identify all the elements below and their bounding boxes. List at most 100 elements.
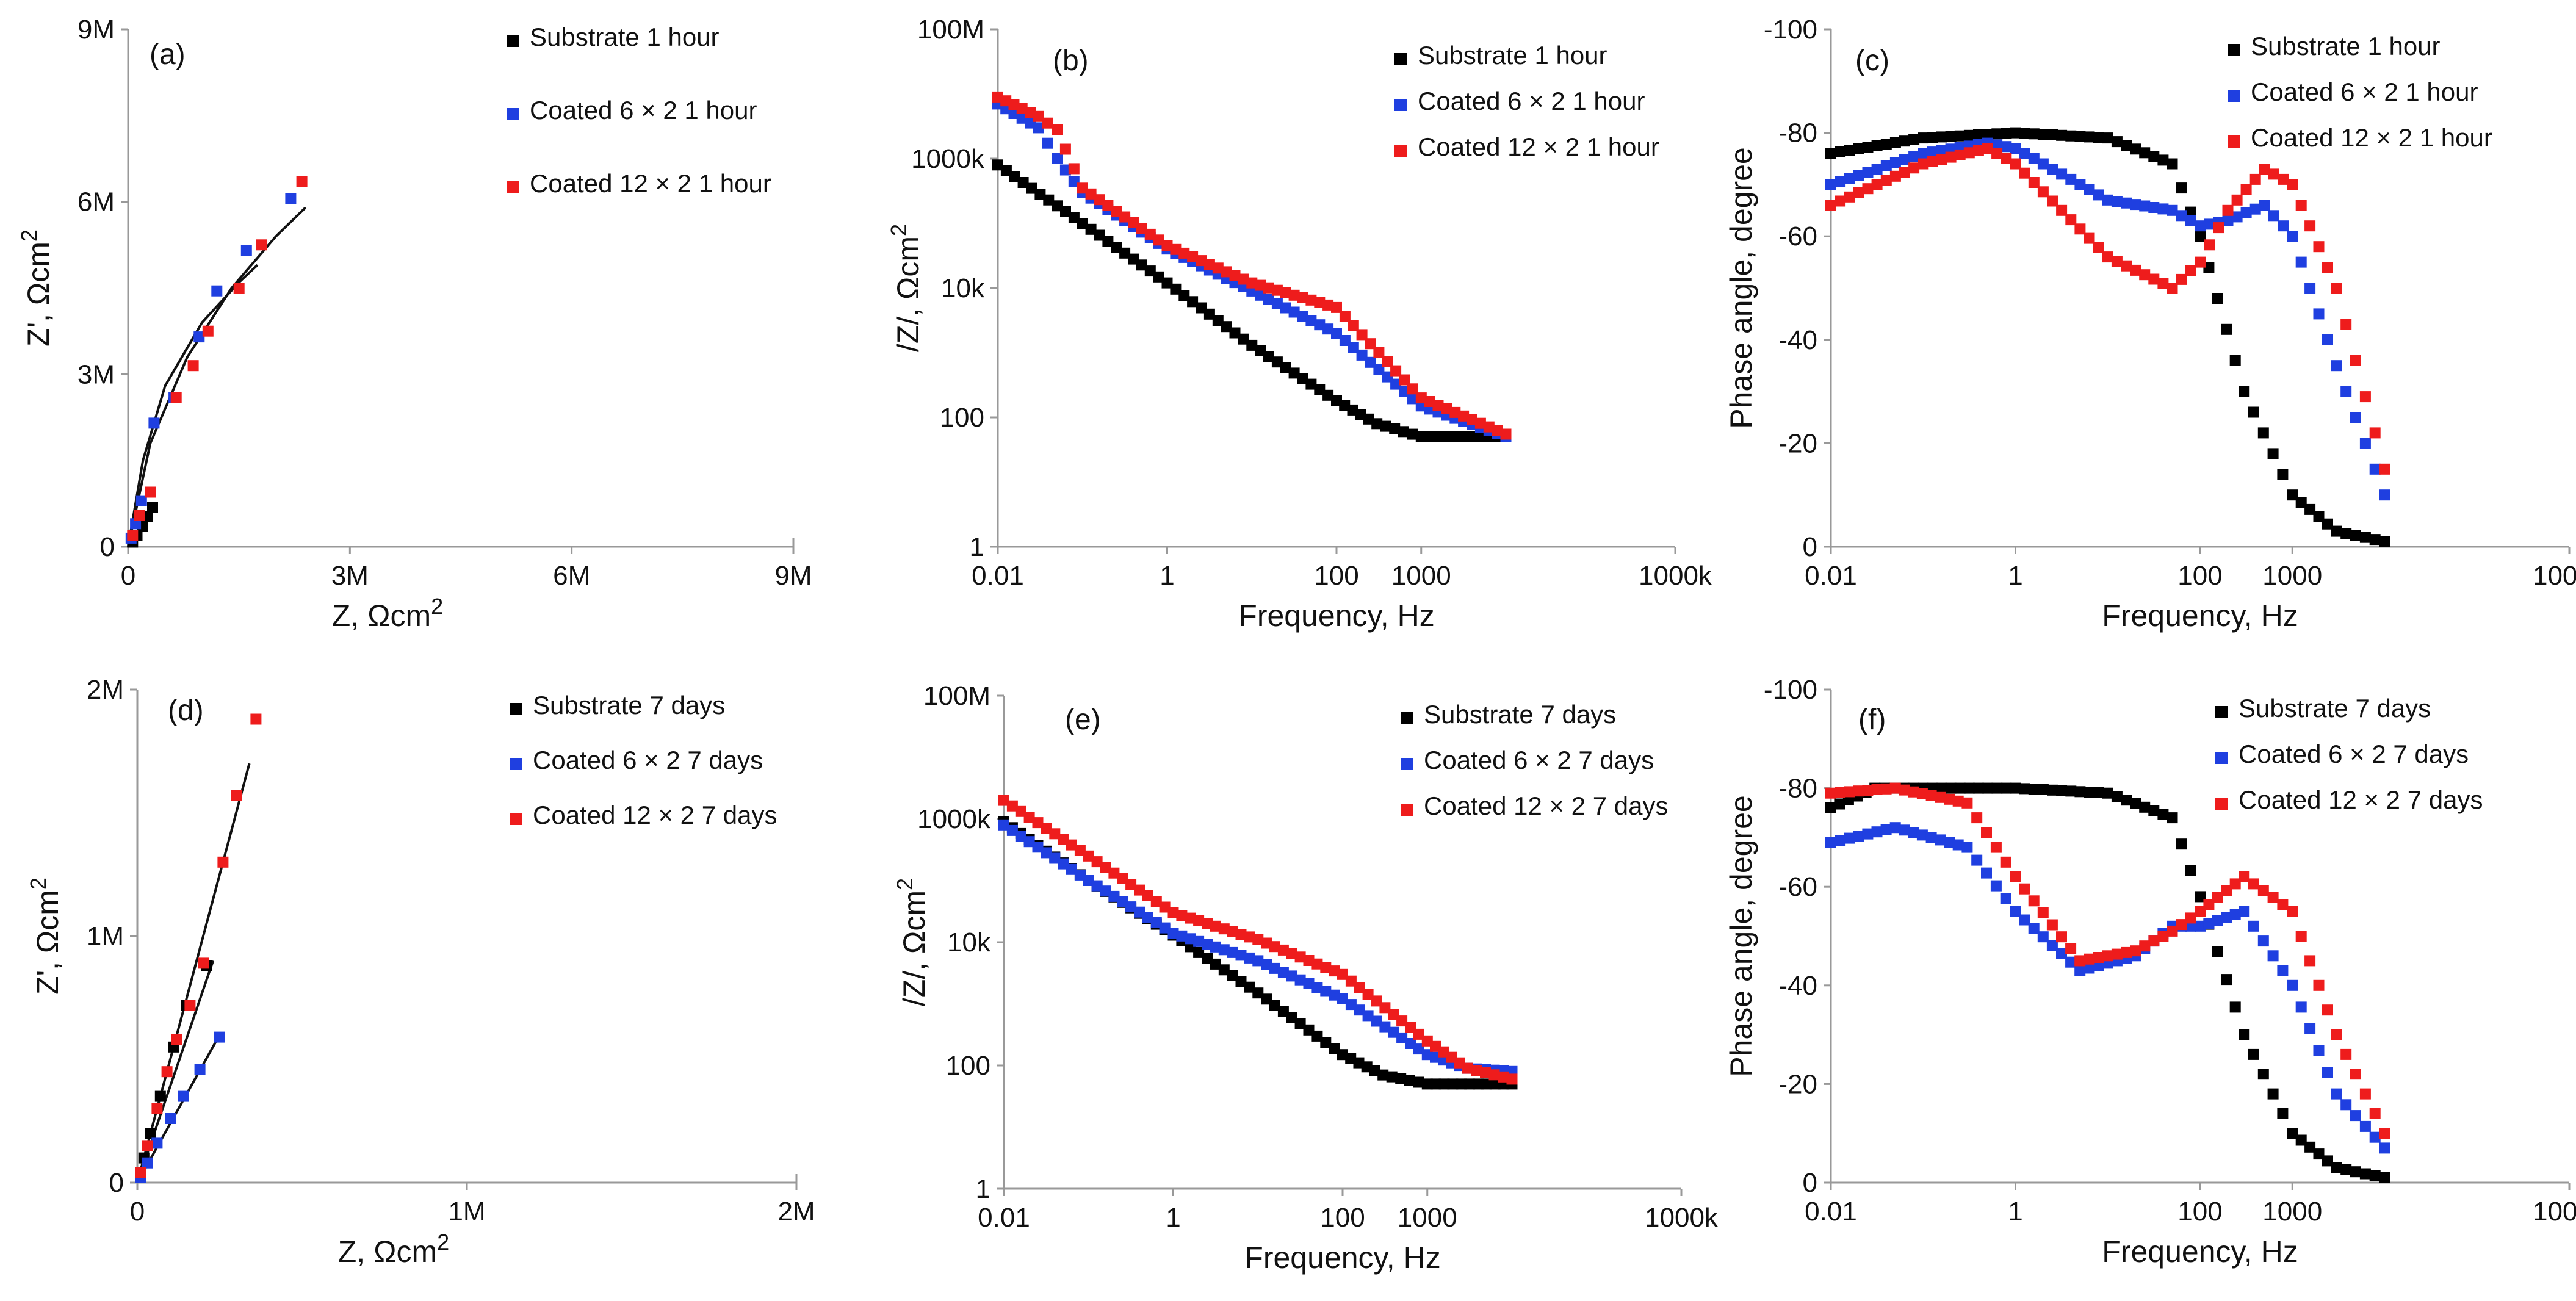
- data-point: [2195, 256, 2206, 268]
- data-point: [1390, 378, 1402, 390]
- y-tick-label: -60: [1778, 222, 1817, 251]
- data-point: [1918, 132, 1929, 144]
- data-point: [1474, 417, 1486, 429]
- data-point: [2249, 173, 2261, 185]
- data-point: [2093, 132, 2104, 143]
- data-point: [1990, 880, 2002, 892]
- series-3: [992, 91, 1512, 440]
- legend-label: Coated 12 × 2 7 days: [2239, 785, 2483, 814]
- data-point: [2221, 323, 2232, 335]
- data-point: [1842, 795, 1854, 805]
- data-point: [1269, 941, 1280, 953]
- legend-marker: [507, 108, 519, 120]
- data-point: [1945, 131, 1957, 142]
- data-point: [2295, 931, 2307, 942]
- data-point: [1329, 1043, 1340, 1054]
- series-1: [1825, 127, 2390, 547]
- data-point: [1119, 211, 1131, 223]
- data-point: [1424, 431, 1435, 442]
- data-point: [202, 325, 214, 337]
- data-point: [1212, 262, 1224, 274]
- data-point: [1438, 1078, 1450, 1090]
- data-point: [2304, 503, 2316, 515]
- data-point: [1244, 952, 1255, 964]
- data-point: [2287, 179, 2298, 190]
- data-point: [1286, 1012, 1297, 1023]
- data-point: [1853, 187, 1864, 198]
- data-point: [1413, 1028, 1424, 1040]
- data-point: [2102, 950, 2113, 962]
- data-point: [135, 1167, 146, 1178]
- data-point: [2010, 906, 2021, 917]
- data-point: [1210, 920, 1221, 932]
- data-point: [2093, 189, 2104, 201]
- data-point: [2176, 919, 2187, 931]
- data-point: [1235, 950, 1247, 961]
- data-point: [1202, 939, 1213, 950]
- data-point: [2037, 907, 2049, 918]
- data-point: [1294, 951, 1306, 963]
- y-tick-label: 1000k: [917, 804, 991, 834]
- x-axis-title: Z, Ωcm2: [332, 594, 443, 633]
- data-point: [2037, 158, 2049, 170]
- data-point: [2028, 128, 2040, 140]
- data-point: [2037, 186, 2049, 198]
- data-point: [2047, 784, 2058, 796]
- data-point: [1111, 206, 1122, 217]
- data-point: [2074, 955, 2086, 967]
- legend-label: Coated 6 × 2 7 days: [1424, 746, 1654, 774]
- data-point: [2240, 184, 2252, 195]
- data-point: [2130, 945, 2141, 957]
- legend-label: Substrate 1 hour: [1418, 41, 1607, 70]
- legend-label: Coated 6 × 2 7 days: [2239, 740, 2469, 768]
- data-point: [1229, 270, 1241, 281]
- data-point: [1015, 831, 1026, 842]
- data-point: [1271, 298, 1283, 309]
- y-tick-label: -80: [1778, 774, 1817, 804]
- x-axis-title: Z, Ωcm2: [338, 1230, 449, 1269]
- data-point: [1871, 826, 1883, 838]
- data-point: [2148, 805, 2160, 816]
- data-point: [1862, 785, 1874, 796]
- data-point: [1365, 338, 1376, 350]
- data-point: [1899, 784, 1910, 796]
- data-point: [1221, 266, 1232, 278]
- data-point: [2257, 427, 2269, 439]
- data-point: [217, 856, 229, 868]
- data-point: [2093, 787, 2104, 798]
- data-point: [2195, 906, 2206, 917]
- data-point: [2130, 199, 2141, 211]
- x-tick-label: 1000: [2262, 561, 2322, 591]
- y-tick-label: 100M: [917, 15, 984, 45]
- x-tick-label: 1: [1160, 561, 1174, 591]
- data-point: [1945, 782, 1957, 794]
- data-point: [1263, 294, 1274, 305]
- data-point: [2379, 536, 2390, 547]
- data-point: [1853, 143, 1864, 154]
- data-point: [1407, 393, 1418, 405]
- data-point: [2350, 412, 2361, 423]
- data-point: [2130, 798, 2141, 809]
- data-point: [1100, 862, 1111, 873]
- data-point: [2379, 1128, 2390, 1139]
- panel-label: (d): [168, 694, 204, 727]
- data-point: [1844, 145, 1855, 156]
- data-point: [1936, 154, 1947, 165]
- y-axis-title: /Z/, Ωcm2: [886, 224, 926, 352]
- data-point: [1144, 265, 1156, 277]
- data-point: [2000, 893, 2011, 904]
- data-point: [2340, 386, 2352, 397]
- data-point: [2359, 438, 2371, 449]
- data-point: [2340, 319, 2352, 330]
- x-tick-label: 0.01: [972, 561, 1024, 591]
- data-point: [1305, 315, 1317, 326]
- data-point: [2212, 915, 2223, 926]
- data-point: [2056, 129, 2068, 141]
- data-point: [1405, 1022, 1416, 1033]
- data-point: [2240, 207, 2252, 218]
- data-point: [1337, 993, 1348, 1004]
- data-point: [1954, 149, 1966, 160]
- data-point: [194, 1064, 206, 1075]
- data-point: [2102, 132, 2113, 144]
- data-point: [1981, 867, 1992, 879]
